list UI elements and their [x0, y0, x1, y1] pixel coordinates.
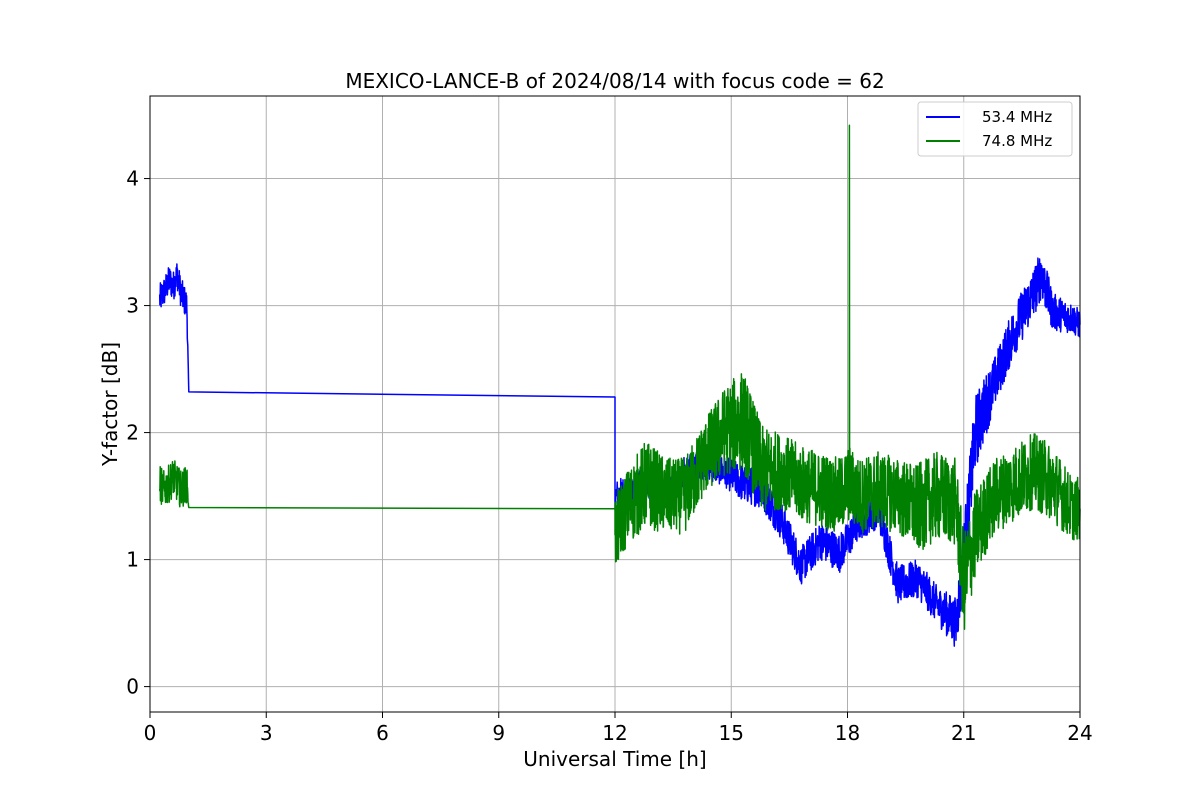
series-layer [158, 124, 1081, 647]
y-tick-label-0: 0 [126, 675, 139, 699]
y-tick-label-4: 4 [126, 167, 139, 191]
series-line-74-8-mhz [158, 124, 1081, 630]
x-tick-label-6: 6 [376, 721, 389, 745]
x-tick-label-18: 18 [835, 721, 860, 745]
x-tick-label-15: 15 [719, 721, 744, 745]
x-tick-label-21: 21 [951, 721, 976, 745]
x-axis: 0 3 6 9 12 15 18 21 24 [144, 712, 1093, 745]
x-tick-label-9: 9 [492, 721, 505, 745]
y-tick-label-2: 2 [126, 421, 139, 445]
chart-title: MEXICO-LANCE-B of 2024/08/14 with focus … [345, 69, 884, 93]
y-tick-label-3: 3 [126, 294, 139, 318]
y-tick-label-1: 1 [126, 548, 139, 572]
legend: 53.4 MHz 74.8 MHz [917, 101, 1073, 157]
legend-box [917, 101, 1073, 157]
legend-label-74-8: 74.8 MHz [982, 132, 1052, 150]
x-axis-label: Universal Time [h] [523, 747, 706, 771]
y-axis: 0 1 2 3 4 [126, 167, 150, 699]
x-tick-label-3: 3 [260, 721, 273, 745]
x-tick-label-0: 0 [144, 721, 157, 745]
legend-label-53-4: 53.4 MHz [982, 108, 1052, 126]
y-axis-label: Y-factor [dB] [98, 342, 122, 467]
x-tick-label-24: 24 [1067, 721, 1092, 745]
x-tick-label-12: 12 [602, 721, 627, 745]
